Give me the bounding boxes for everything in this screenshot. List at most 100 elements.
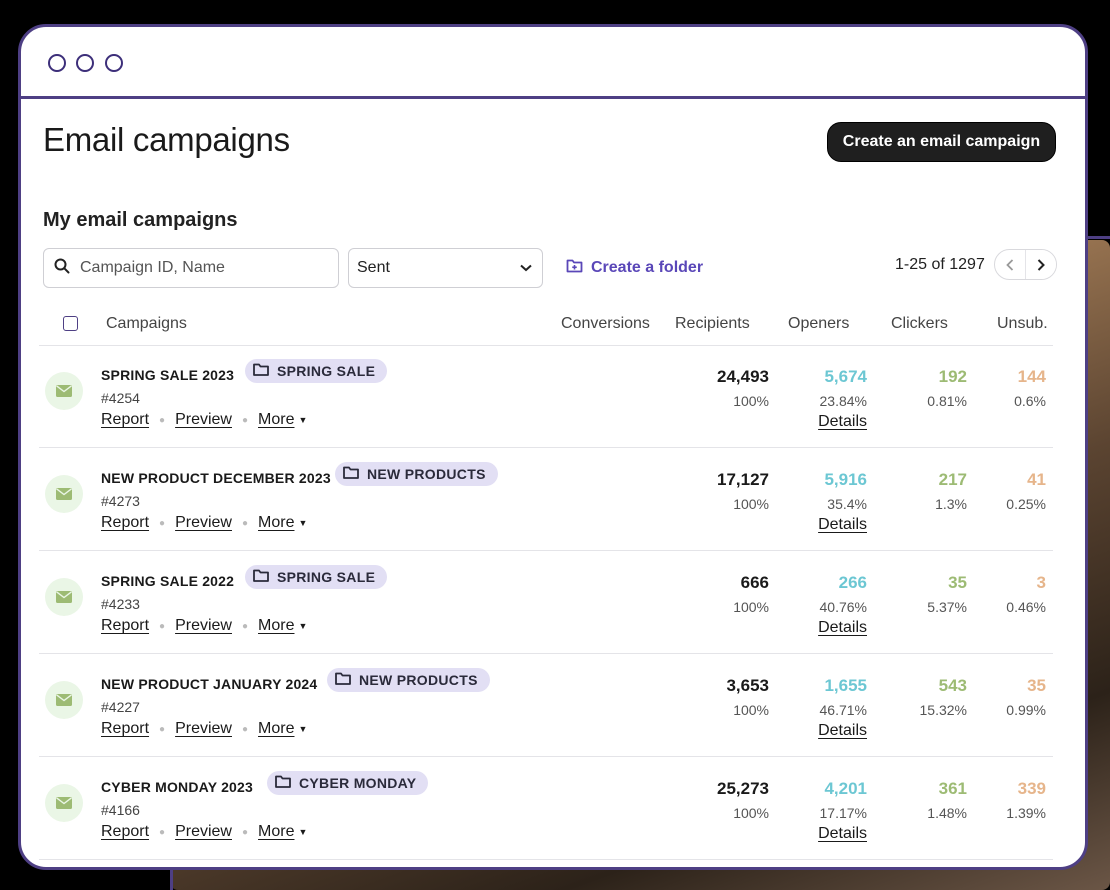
recipients-count: 666	[740, 573, 769, 592]
campaign-name[interactable]: NEW PRODUCT DECEMBER 2023	[101, 470, 331, 486]
report-link[interactable]: Report	[101, 514, 150, 531]
openers-percent: 35.4%	[827, 496, 867, 512]
separator-dot: ●	[241, 620, 249, 632]
details-link[interactable]: Details	[818, 619, 867, 636]
more-label: More	[258, 720, 295, 737]
folder-icon	[253, 363, 277, 379]
email-icon	[45, 578, 83, 616]
folder-tag[interactable]: SPRING SALE	[245, 359, 388, 383]
more-label: More	[258, 411, 295, 428]
table-header: Campaigns Conversions Recipients Openers…	[39, 311, 1053, 346]
report-link[interactable]: Report	[101, 617, 150, 634]
create-campaign-button[interactable]: Create an email campaign	[827, 122, 1056, 162]
clickers-count: 35	[948, 573, 967, 592]
caret-down-icon: ▼	[298, 621, 308, 631]
column-header-conversions[interactable]: Conversions	[561, 315, 650, 332]
caret-down-icon: ▼	[298, 518, 308, 528]
more-menu[interactable]: More	[258, 411, 294, 429]
preview-link[interactable]: Preview	[175, 411, 232, 428]
folder-tag[interactable]: CYBER MONDAY	[267, 771, 429, 795]
preview-link[interactable]: Preview	[175, 720, 232, 737]
campaign-name[interactable]: CYBER MONDAY 2023	[101, 779, 254, 795]
column-header-openers[interactable]: Openers	[788, 315, 850, 332]
openers-count: 5,916	[824, 470, 867, 489]
report-link[interactable]: Report	[101, 411, 150, 428]
details-link[interactable]: Details	[818, 722, 867, 739]
folder-tag[interactable]: NEW PRODUCTS	[327, 668, 490, 692]
separator-dot: ●	[241, 723, 249, 735]
chevron-right-icon[interactable]	[1026, 250, 1056, 279]
clickers-percent: 5.37%	[927, 599, 967, 615]
app-window: Email campaigns Create an email campaign…	[18, 24, 1088, 870]
folder-tag-label: NEW PRODUCTS	[367, 466, 486, 482]
folder-tag[interactable]: SPRING SALE	[245, 565, 388, 589]
folder-icon	[343, 466, 367, 482]
more-label: More	[258, 823, 295, 840]
separator-dot: ●	[159, 723, 166, 735]
unsub-count: 3	[1036, 573, 1046, 592]
folder-tag[interactable]: NEW PRODUCTS	[335, 462, 498, 486]
table-row: NEW PRODUCT DECEMBER 2023 NEW PRODUCTS #42…	[39, 448, 1053, 551]
report-link[interactable]: Report	[101, 823, 150, 840]
create-folder-label: Create a folder	[591, 259, 704, 276]
openers-percent: 40.76%	[819, 599, 867, 615]
unsub-count: 41	[1027, 470, 1046, 489]
report-link[interactable]: Report	[101, 720, 150, 737]
table-row: NEW PRODUCT JANUARY 2024 NEW PRODUCTS #422…	[39, 654, 1053, 757]
folder-icon	[253, 569, 277, 585]
more-menu[interactable]: More	[258, 617, 294, 635]
more-menu[interactable]: More	[258, 823, 294, 841]
unsub-percent: 1.39%	[1006, 805, 1046, 821]
preview-link[interactable]: Preview	[175, 514, 232, 531]
column-header-clickers[interactable]: Clickers	[891, 315, 948, 332]
separator-dot: ●	[159, 414, 166, 426]
folder-tag-label: CYBER MONDAY	[299, 775, 417, 791]
row-actions: Report ● Preview ● More ▼	[101, 720, 307, 738]
folder-tag-label: NEW PRODUCTS	[359, 672, 478, 688]
chevron-left-icon[interactable]	[995, 250, 1026, 279]
column-header-recipients[interactable]: Recipients	[675, 315, 750, 332]
recipients-count: 17,127	[717, 470, 769, 489]
page-title: Email campaigns	[43, 121, 290, 158]
more-menu[interactable]: More	[258, 514, 294, 532]
details-link[interactable]: Details	[818, 413, 867, 430]
search-box[interactable]	[43, 248, 339, 288]
recipients-percent: 100%	[733, 702, 769, 718]
campaign-id: #4233	[101, 596, 140, 612]
details-link[interactable]: Details	[818, 516, 867, 533]
select-all-checkbox[interactable]	[63, 316, 78, 331]
campaign-name[interactable]: SPRING SALE 2023	[101, 367, 235, 383]
email-icon	[45, 681, 83, 719]
pagination-label: 1-25 of 1297	[895, 256, 985, 273]
openers-count: 5,674	[824, 367, 867, 386]
search-input[interactable]	[78, 258, 322, 278]
clickers-count: 361	[938, 779, 967, 798]
section-title: My email campaigns	[43, 209, 238, 231]
chevron-down-icon	[520, 259, 532, 277]
more-menu[interactable]: More	[258, 720, 294, 738]
column-header-campaigns[interactable]: Campaigns	[106, 315, 187, 332]
column-header-unsub[interactable]: Unsub.	[997, 315, 1048, 332]
folder-tag-label: SPRING SALE	[277, 569, 376, 585]
create-folder-link[interactable]: Create a folder	[566, 258, 703, 278]
openers-count: 266	[838, 573, 867, 592]
unsub-percent: 0.6%	[1014, 393, 1046, 409]
caret-down-icon: ▼	[298, 415, 308, 425]
unsub-percent: 0.46%	[1006, 599, 1046, 615]
row-actions: Report ● Preview ● More ▼	[101, 823, 307, 841]
status-select-value: Sent	[357, 259, 390, 276]
recipients-percent: 100%	[733, 393, 769, 409]
openers-percent: 46.71%	[819, 702, 867, 718]
row-actions: Report ● Preview ● More ▼	[101, 514, 307, 532]
clickers-percent: 1.3%	[935, 496, 967, 512]
preview-link[interactable]: Preview	[175, 823, 232, 840]
campaign-name[interactable]: NEW PRODUCT JANUARY 2024	[101, 676, 318, 692]
more-label: More	[258, 514, 295, 531]
details-link[interactable]: Details	[818, 825, 867, 842]
campaign-name[interactable]: SPRING SALE 2022	[101, 573, 235, 589]
unsub-percent: 0.99%	[1006, 702, 1046, 718]
preview-link[interactable]: Preview	[175, 617, 232, 634]
window-titlebar	[21, 27, 1085, 99]
status-select[interactable]: Sent	[348, 248, 543, 288]
openers-percent: 17.17%	[819, 805, 867, 821]
